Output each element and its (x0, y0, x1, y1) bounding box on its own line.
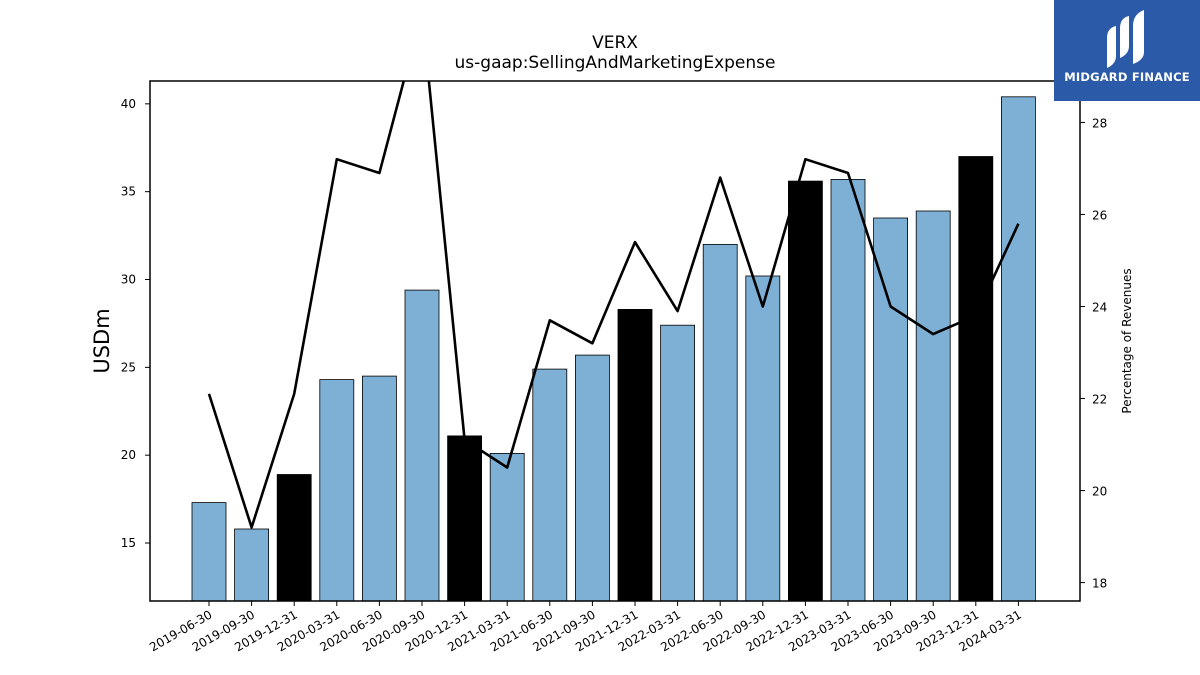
x-axis-ticks: 2019-06-302019-09-302019-12-312020-03-31… (147, 601, 1024, 654)
bar-2021-03-31 (489, 452, 525, 602)
y2-axis-label: Percentage of Revenues (1120, 268, 1134, 413)
bar-2021-09-30 (575, 354, 610, 602)
logo: MIDGARD FINANCE (1054, 0, 1200, 101)
bar-2019-06-30 (191, 502, 227, 602)
bar-2023-09-30 (915, 210, 951, 602)
bar-2019-12-31 (276, 474, 312, 602)
bars-group (191, 96, 1036, 602)
y2-axis-ticks: 18 20 22 24 26 28 (1080, 116, 1107, 591)
y2-tick-label: 20 (1092, 485, 1107, 499)
bar-2024-03-31 (1001, 96, 1036, 602)
bar-2022-09-30 (745, 275, 781, 602)
bar-2023-06-30 (873, 217, 908, 602)
y2-tick-label: 22 (1092, 393, 1107, 407)
bar-2021-12-31 (617, 308, 653, 602)
bar-2019-09-30 (234, 528, 270, 602)
bar-2020-12-31 (447, 435, 483, 602)
midgard-logo-icon (1107, 10, 1144, 68)
bar-2021-06-30 (532, 368, 568, 602)
bar-2022-06-30 (702, 243, 738, 602)
bar-2020-03-31 (319, 379, 355, 602)
y2-tick-label: 24 (1092, 300, 1107, 314)
y2-tick-label: 28 (1092, 116, 1107, 130)
y-tick-label: 20 (121, 448, 136, 462)
y-tick-label: 30 (121, 273, 136, 287)
y-axis-ticks: 15 20 25 30 35 40 (121, 97, 150, 550)
bar-2020-06-30 (361, 375, 397, 602)
bar-2020-09-30 (404, 289, 440, 602)
chart-title: VERX (592, 33, 638, 53)
bar-2023-12-31 (958, 156, 994, 602)
logo-text: MIDGARD FINANCE (1064, 70, 1190, 84)
bar-2022-12-31 (788, 180, 823, 602)
y-tick-label: 15 (121, 536, 136, 550)
chart-subtitle: us-gaap:SellingAndMarketingExpense (455, 53, 776, 73)
bar-2023-03-31 (830, 178, 866, 602)
y-tick-label: 40 (121, 97, 136, 111)
plot-frame (149, 80, 1081, 602)
y2-tick-label: 18 (1092, 577, 1107, 591)
y-tick-label: 35 (121, 185, 136, 199)
bar-2022-03-31 (660, 324, 695, 602)
y-tick-label: 25 (121, 360, 136, 374)
y-axis-label: USDm (90, 308, 114, 373)
percentage-line (207, 81, 1020, 529)
y2-tick-label: 26 (1092, 208, 1107, 222)
